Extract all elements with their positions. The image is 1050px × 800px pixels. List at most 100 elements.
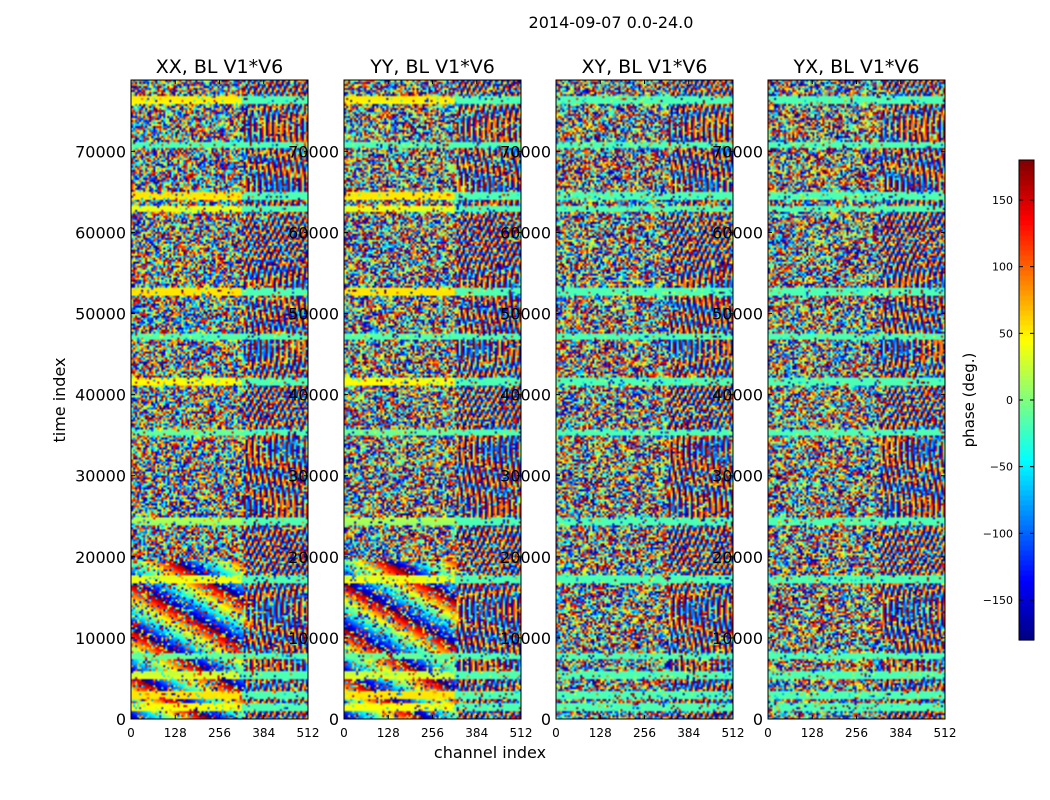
x-tick-label: 384 [889, 726, 912, 740]
y-tick-label: 40000 [500, 386, 551, 405]
colorbar-segment [1019, 265, 1034, 271]
y-tick-label: 70000 [712, 142, 763, 161]
y-tick-label: 0 [753, 710, 763, 729]
colorbar-segment [1019, 540, 1034, 546]
colorbar-segment [1019, 220, 1034, 226]
colorbar-segment [1019, 410, 1034, 416]
colorbar-segment [1019, 225, 1034, 231]
colorbar-segment [1019, 515, 1034, 521]
x-tick-label: 512 [510, 726, 533, 740]
panel-xx: XX, BL V1*V6 0 128 256 384 512 0 10000 20000 3000… [75, 56, 319, 740]
colorbar-segment [1019, 440, 1034, 446]
colorbar-segment [1019, 260, 1034, 266]
colorbar-segment [1019, 580, 1034, 586]
y-tick-label: 50000 [288, 305, 339, 324]
x-tick-label: 0 [764, 726, 772, 740]
phase-image-yy [344, 80, 521, 719]
colorbar-segment [1019, 405, 1034, 411]
y-tick-label: 20000 [75, 548, 126, 567]
colorbar-segment [1019, 195, 1034, 201]
colorbar-segment [1019, 485, 1034, 491]
colorbar-segment [1019, 235, 1034, 241]
x-tick-label: 0 [340, 726, 348, 740]
colorbar-segment [1019, 310, 1034, 316]
colorbar-gradient [1019, 160, 1034, 641]
colorbar-tick-label: 50 [999, 327, 1013, 340]
colorbar-segment [1019, 340, 1034, 346]
colorbar-segment [1019, 435, 1034, 441]
x-tick-label: 384 [677, 726, 700, 740]
colorbar-segment [1019, 465, 1034, 471]
colorbar-tick-label: −100 [983, 527, 1013, 540]
colorbar-segment [1019, 535, 1034, 541]
colorbar-segment [1019, 345, 1034, 351]
colorbar-segment [1019, 620, 1034, 626]
y-tick-label: 50000 [75, 305, 126, 324]
colorbar-segment [1019, 615, 1034, 621]
colorbar-segment [1019, 630, 1034, 636]
y-tick-label: 60000 [500, 223, 551, 242]
x-axis-label: channel index [434, 743, 546, 762]
colorbar-segment [1019, 165, 1034, 171]
y-tick-label: 0 [329, 710, 339, 729]
x-tick-label: 512 [722, 726, 745, 740]
colorbar-segment [1019, 290, 1034, 296]
colorbar-segment [1019, 455, 1034, 461]
y-tick-label: 60000 [712, 223, 763, 242]
colorbar-segment [1019, 160, 1034, 166]
panel-yx: YX, BL V1*V6 0 128 256 384 512 0 10000 20000 3000… [712, 56, 956, 740]
colorbar-segment [1019, 490, 1034, 496]
x-tick-label: 256 [845, 726, 868, 740]
colorbar-segment [1019, 635, 1034, 641]
x-tick-label: 128 [801, 726, 824, 740]
colorbar-segment [1019, 275, 1034, 281]
colorbar-segment [1019, 625, 1034, 631]
panel-title: YY, BL V1*V6 [369, 56, 495, 78]
panel-yy: YY, BL V1*V6 0 128 256 384 512 0 10000 20000 3000… [288, 56, 532, 740]
colorbar-label: phase (deg.) [960, 353, 978, 448]
panel-title: XY, BL V1*V6 [581, 56, 707, 78]
colorbar-segment [1019, 185, 1034, 191]
phase-image-xx [131, 80, 308, 719]
colorbar-segment [1019, 380, 1034, 386]
y-tick-label: 40000 [75, 386, 126, 405]
y-tick-label: 50000 [500, 305, 551, 324]
colorbar-segment [1019, 470, 1034, 476]
y-tick-label: 30000 [500, 467, 551, 486]
colorbar-segment [1019, 205, 1034, 211]
colorbar-tick-label: 150 [992, 194, 1013, 207]
y-tick-label: 30000 [288, 467, 339, 486]
colorbar-segment [1019, 415, 1034, 421]
colorbar-segment [1019, 330, 1034, 336]
colorbar: −150 −100 −50 0 50 100 150 phase (deg.) [960, 159, 1035, 641]
figure-title: 2014-09-07 0.0-24.0 [529, 13, 694, 32]
colorbar-segment [1019, 595, 1034, 601]
phase-image-xy [556, 80, 733, 719]
x-tick-label: 128 [164, 726, 187, 740]
colorbar-segment [1019, 285, 1034, 291]
colorbar-segment [1019, 230, 1034, 236]
colorbar-segment [1019, 190, 1034, 196]
colorbar-segment [1019, 420, 1034, 426]
colorbar-ticks: −150 −100 −50 0 50 100 150 [983, 194, 1034, 607]
colorbar-segment [1019, 565, 1034, 571]
colorbar-segment [1019, 210, 1034, 216]
colorbar-tick-label: 100 [992, 261, 1013, 274]
colorbar-segment [1019, 495, 1034, 501]
y-tick-label: 10000 [288, 629, 339, 648]
x-tick-label: 256 [208, 726, 231, 740]
y-tick-label: 30000 [712, 467, 763, 486]
colorbar-segment [1019, 245, 1034, 251]
y-tick-label: 10000 [712, 629, 763, 648]
colorbar-segment [1019, 305, 1034, 311]
y-tick-label: 10000 [75, 629, 126, 648]
colorbar-segment [1019, 570, 1034, 576]
colorbar-segment [1019, 500, 1034, 506]
colorbar-segment [1019, 255, 1034, 261]
colorbar-segment [1019, 505, 1034, 511]
y-tick-label: 50000 [712, 305, 763, 324]
x-tick-label: 512 [297, 726, 320, 740]
colorbar-segment [1019, 335, 1034, 341]
x-tick-label: 0 [127, 726, 135, 740]
